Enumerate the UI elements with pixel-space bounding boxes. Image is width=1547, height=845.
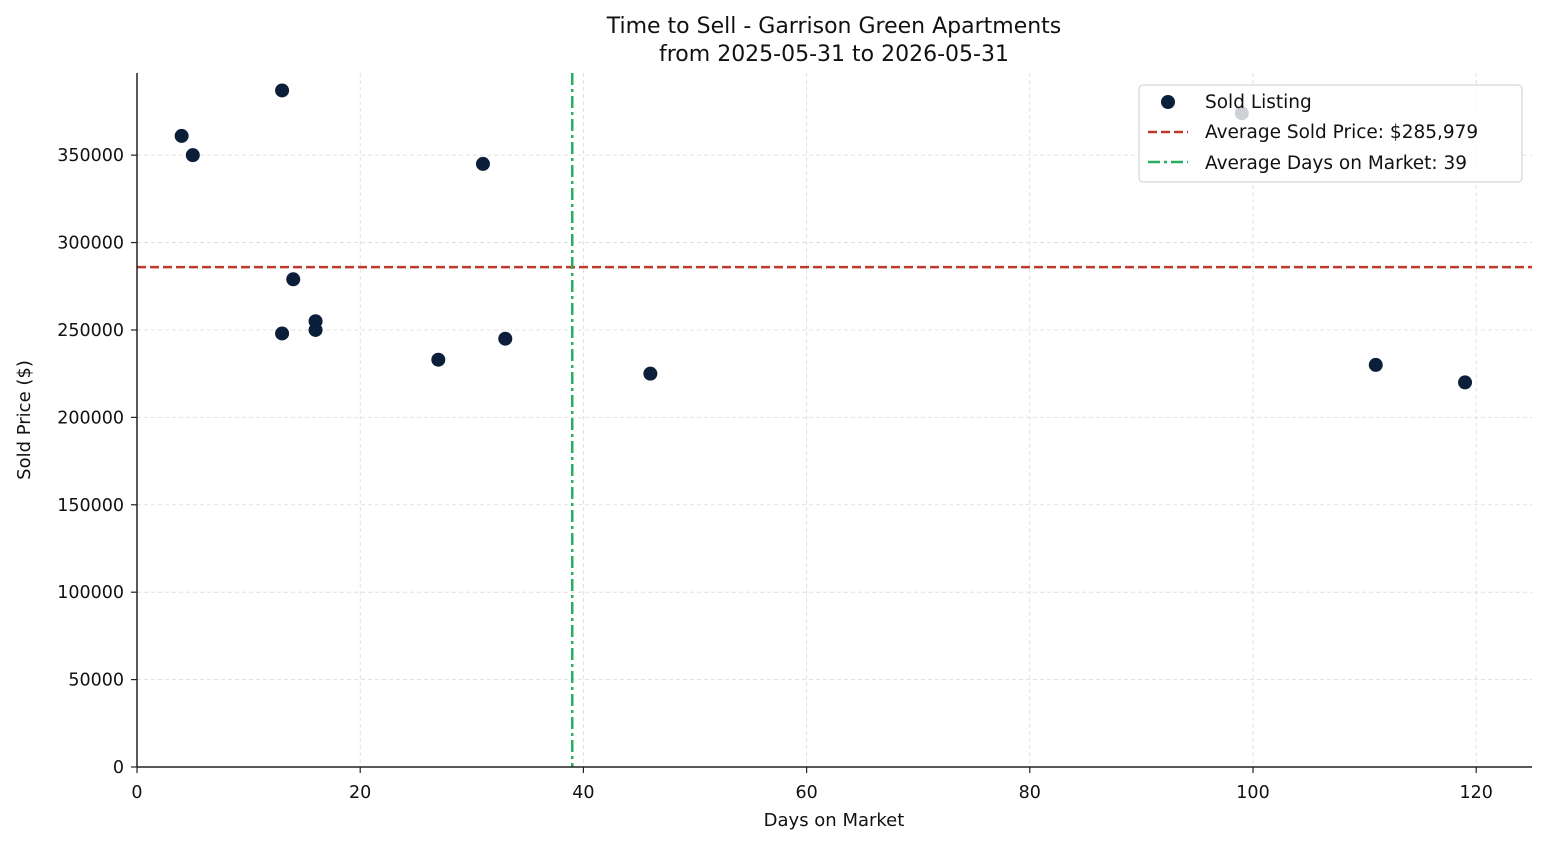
data-point <box>1458 375 1473 390</box>
x-tick-label: 0 <box>131 783 142 803</box>
data-point <box>275 326 290 341</box>
data-point <box>185 148 200 163</box>
y-tick-label: 150000 <box>57 496 124 516</box>
chart-subtitle: from 2025-05-31 to 2026-05-31 <box>659 42 1009 67</box>
y-tick-label: 100000 <box>57 583 124 603</box>
y-tick-label: 250000 <box>57 321 124 341</box>
data-point <box>475 156 490 171</box>
x-tick-label: 40 <box>572 783 594 803</box>
y-tick-label: 300000 <box>57 234 124 254</box>
legend-box <box>1138 84 1523 183</box>
reference-lines <box>137 73 1532 767</box>
y-axis-ticks: 0 50000 100000 150000 200000 250000 300000 3500… <box>57 146 137 778</box>
data-point <box>275 83 290 98</box>
y-tick-label: 350000 <box>57 146 124 166</box>
data-point <box>174 128 189 143</box>
legend: Sold Listing Average Sold Price: $285,97… <box>1138 84 1523 183</box>
x-tick-label: 100 <box>1236 783 1269 803</box>
y-axis-label: Sold Price ($) <box>14 360 35 480</box>
x-tick-label: 80 <box>1019 783 1041 803</box>
data-point <box>498 331 513 346</box>
x-tick-label: 60 <box>795 783 817 803</box>
data-point <box>308 322 323 337</box>
axes <box>136 73 1532 768</box>
data-point <box>286 272 301 287</box>
y-tick-label: 200000 <box>57 408 124 428</box>
legend-label-avg-price: Average Sold Price: $285,979 <box>1205 122 1478 143</box>
x-tick-label: 120 <box>1459 783 1492 803</box>
data-point <box>1368 357 1383 372</box>
x-axis-ticks: 0 20 40 60 80 100 120 <box>131 767 1493 803</box>
x-tick-label: 20 <box>349 783 371 803</box>
legend-scatter-marker <box>1161 95 1175 109</box>
chart-title: Time to Sell - Garrison Green Apartments <box>606 14 1062 39</box>
legend-label-avg-days: Average Days on Market: 39 <box>1205 153 1467 174</box>
data-point <box>431 352 446 367</box>
data-point <box>643 366 658 381</box>
y-tick-label: 50000 <box>68 671 124 691</box>
legend-label-sold-listing: Sold Listing <box>1205 92 1312 113</box>
x-axis-label: Days on Market <box>764 810 905 831</box>
y-tick-label: 0 <box>113 758 124 778</box>
